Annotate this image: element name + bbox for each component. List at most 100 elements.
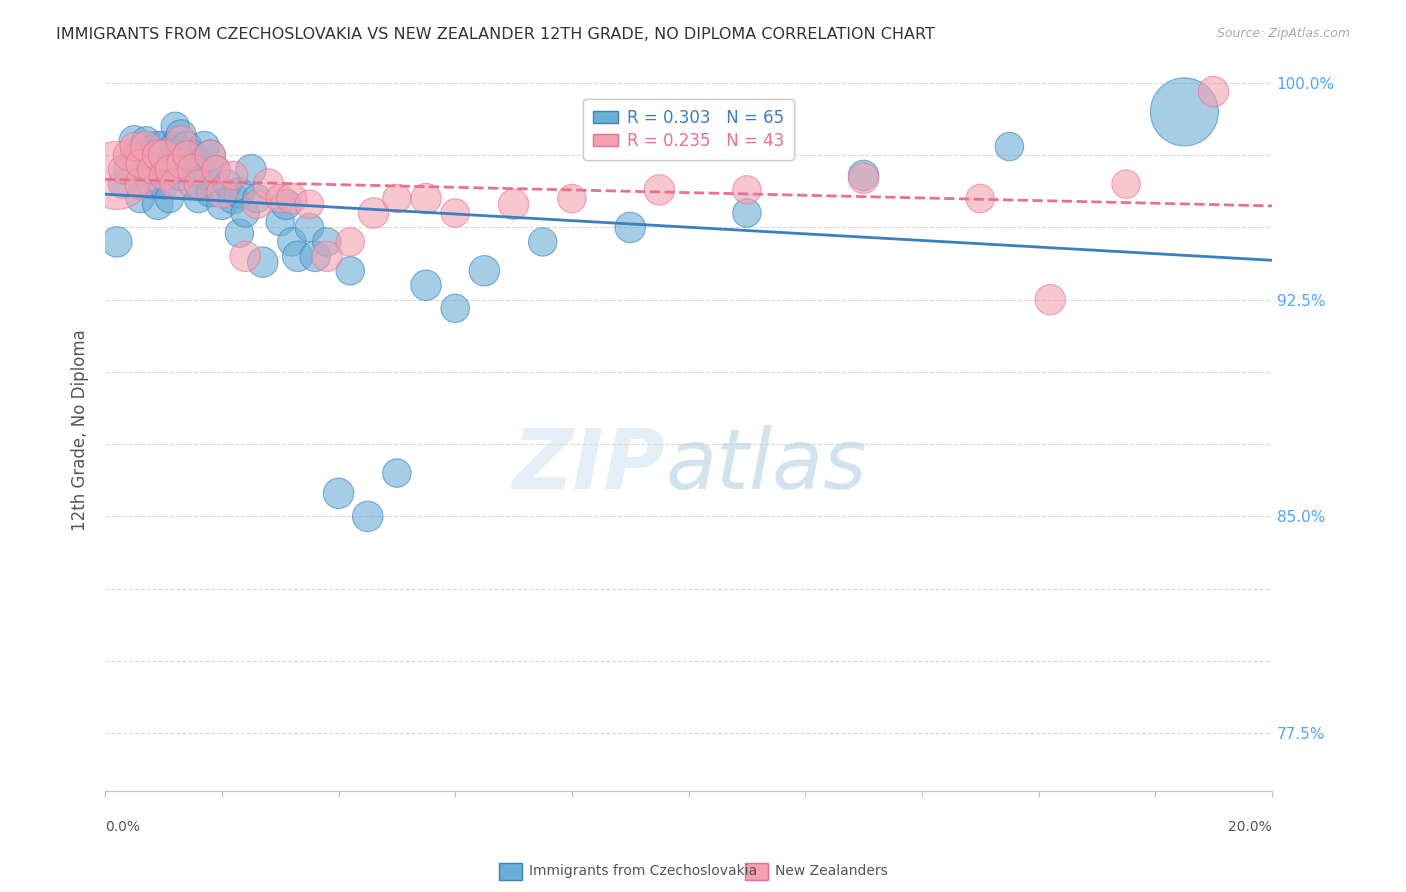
Point <box>146 162 169 177</box>
Point <box>339 264 361 278</box>
Text: ZIP: ZIP <box>513 425 665 507</box>
Point <box>170 157 193 171</box>
Point <box>181 177 204 191</box>
Point <box>152 169 174 183</box>
Point <box>117 148 139 162</box>
Point <box>211 186 233 200</box>
Point <box>193 139 215 153</box>
Point <box>298 197 321 211</box>
Point <box>619 220 641 235</box>
Point <box>735 183 758 197</box>
Point <box>444 206 467 220</box>
Point <box>187 192 209 206</box>
Point <box>339 235 361 249</box>
Text: 20.0%: 20.0% <box>1229 820 1272 834</box>
Point <box>105 169 128 183</box>
Point <box>165 139 187 153</box>
Point <box>170 128 193 142</box>
Point <box>1115 177 1137 191</box>
Point <box>129 148 152 162</box>
Point <box>152 139 174 153</box>
Point <box>852 169 875 183</box>
Point <box>200 148 222 162</box>
Point <box>200 186 222 200</box>
Point <box>315 235 337 249</box>
Point <box>205 162 228 177</box>
Point <box>998 139 1021 153</box>
Point <box>181 148 204 162</box>
Point <box>1202 85 1225 99</box>
Point <box>170 148 193 162</box>
Point <box>152 148 174 162</box>
Point <box>187 157 209 171</box>
Point <box>357 509 380 524</box>
Point <box>474 264 496 278</box>
Point <box>157 162 180 177</box>
Point <box>281 235 304 249</box>
Point <box>117 162 139 177</box>
Point <box>152 157 174 171</box>
Point <box>444 301 467 316</box>
Point <box>176 139 198 153</box>
Point <box>561 192 583 206</box>
Text: Immigrants from Czechoslovakia: Immigrants from Czechoslovakia <box>529 864 756 879</box>
Point <box>257 177 280 191</box>
Point <box>252 255 274 269</box>
Point <box>298 220 321 235</box>
Point <box>246 197 269 211</box>
Point <box>531 235 554 249</box>
Point <box>135 134 157 148</box>
Point <box>1173 104 1195 119</box>
Point <box>304 249 326 263</box>
Point <box>315 249 337 263</box>
Point <box>165 120 187 134</box>
Point <box>170 169 193 183</box>
Point <box>246 192 269 206</box>
Point <box>217 177 239 191</box>
Point <box>193 169 215 183</box>
Point <box>152 177 174 191</box>
Point <box>415 192 437 206</box>
Point <box>129 157 152 171</box>
Point <box>502 197 524 211</box>
Point <box>852 171 875 186</box>
Point <box>165 162 187 177</box>
Point <box>1039 293 1062 307</box>
Point <box>385 192 408 206</box>
Point <box>124 139 146 153</box>
Point <box>287 249 309 263</box>
Point <box>328 486 350 500</box>
Point <box>187 177 209 191</box>
Point <box>157 192 180 206</box>
Point <box>228 186 250 200</box>
Y-axis label: 12th Grade, No Diploma: 12th Grade, No Diploma <box>72 329 89 531</box>
Point <box>228 226 250 240</box>
Point <box>181 162 204 177</box>
Point <box>141 177 163 191</box>
Point <box>111 162 134 177</box>
Text: New Zealanders: New Zealanders <box>775 864 887 879</box>
Point <box>135 162 157 177</box>
Point <box>135 139 157 153</box>
Point <box>969 192 991 206</box>
Point <box>648 183 671 197</box>
Point <box>141 162 163 177</box>
Point <box>222 169 245 183</box>
Point <box>141 148 163 162</box>
Text: IMMIGRANTS FROM CZECHOSLOVAKIA VS NEW ZEALANDER 12TH GRADE, NO DIPLOMA CORRELATI: IMMIGRANTS FROM CZECHOSLOVAKIA VS NEW ZE… <box>56 27 935 42</box>
Text: 0.0%: 0.0% <box>105 820 141 834</box>
Point <box>129 177 152 191</box>
Point <box>146 139 169 153</box>
Point <box>157 148 180 162</box>
Point <box>124 134 146 148</box>
Point <box>129 192 152 206</box>
Point <box>146 197 169 211</box>
Point <box>124 148 146 162</box>
Point <box>281 192 304 206</box>
Text: Source: ZipAtlas.com: Source: ZipAtlas.com <box>1216 27 1350 40</box>
Point <box>385 466 408 480</box>
Text: atlas: atlas <box>665 425 868 507</box>
Point <box>269 215 291 229</box>
Point <box>363 206 385 220</box>
Point <box>176 157 198 171</box>
